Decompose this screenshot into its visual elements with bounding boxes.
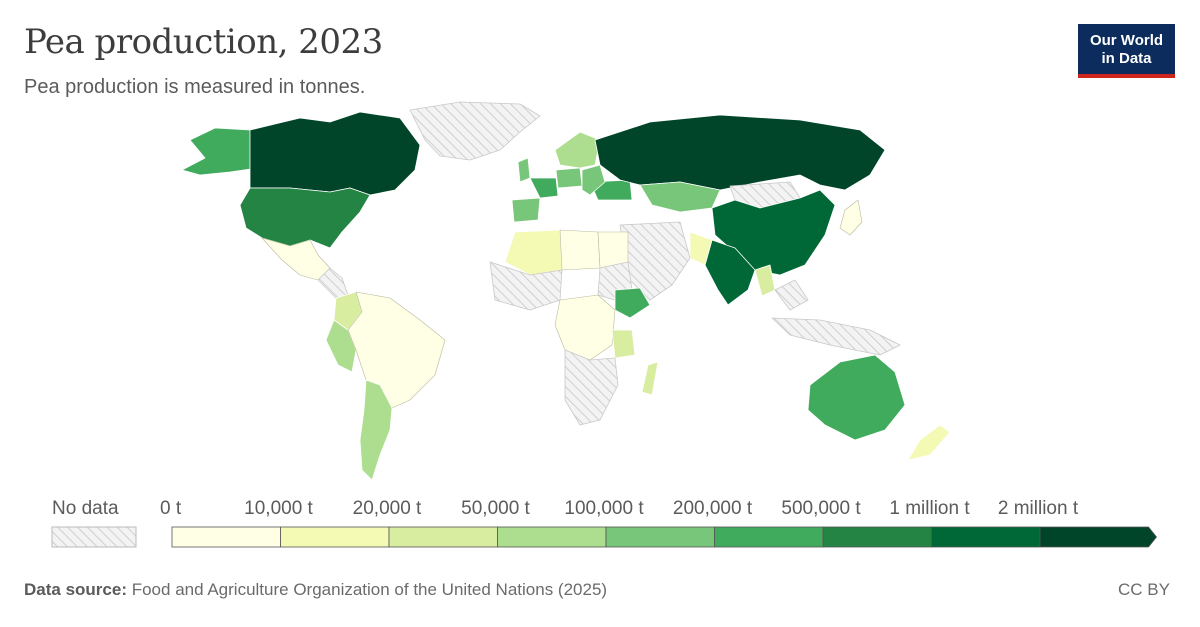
legend-bin-swatch[interactable] — [388, 526, 498, 548]
region-usa[interactable] — [239, 187, 371, 249]
logo-line-1: Our World — [1089, 32, 1164, 49]
region-algeria[interactable] — [504, 229, 563, 276]
legend-bins: 0 t 10,000 t 20,000 t 50,000 t 100,000 t 200,… — [160, 498, 1158, 548]
region-canada[interactable] — [249, 111, 421, 196]
logo-line-2: in Data — [1101, 50, 1152, 67]
region-libya[interactable] — [559, 229, 601, 271]
legend-no-data-swatch[interactable] — [51, 526, 137, 548]
legend-bin-swatch[interactable] — [497, 526, 607, 548]
legend-bin-label: 50,000 t — [461, 498, 530, 519]
legend-bin-swatch[interactable] — [822, 526, 932, 548]
region-central-africa[interactable] — [554, 294, 616, 361]
region-pakistan[interactable] — [689, 231, 713, 266]
license[interactable]: CC BY — [1118, 580, 1170, 599]
chart-title: Pea production, 2023 — [24, 22, 383, 62]
legend-bin-label: 2 million t — [998, 498, 1079, 519]
legend-bin-swatch[interactable] — [714, 526, 824, 548]
legend-bin-swatch[interactable] — [605, 526, 715, 548]
region-france[interactable] — [529, 177, 559, 199]
region-tanzania[interactable] — [611, 329, 636, 359]
legend-bin-label: 0 t — [160, 498, 182, 519]
region-southeast-asia[interactable] — [774, 279, 809, 311]
legend-bin-label: 200,000 t — [673, 498, 753, 519]
region-central-america[interactable] — [317, 267, 349, 299]
region-alaska[interactable] — [181, 127, 263, 176]
region-scandinavia[interactable] — [554, 131, 601, 169]
legend-bin-swatch[interactable] — [171, 526, 281, 548]
data-source: Data source: Food and Agriculture Organi… — [24, 580, 607, 600]
region-australia[interactable] — [807, 354, 906, 441]
legend-bin-label: 500,000 t — [781, 498, 861, 519]
legend-bin-label: 10,000 t — [244, 498, 313, 519]
legend-bin-label: 20,000 t — [353, 498, 422, 519]
region-uk[interactable] — [517, 157, 531, 183]
chart-subtitle: Pea production is measured in tonnes. — [24, 76, 366, 98]
legend-no-data-label: No data — [52, 498, 119, 519]
region-germany[interactable] — [555, 167, 583, 189]
region-india[interactable] — [704, 239, 756, 306]
world-map[interactable] — [0, 95, 1200, 485]
source-label: Data source: — [24, 580, 127, 599]
region-spain[interactable] — [511, 197, 541, 223]
region-argentina[interactable] — [359, 379, 393, 481]
region-ethiopia[interactable] — [614, 287, 651, 319]
legend-bin-label: 100,000 t — [564, 498, 644, 519]
legend-bin-swatch[interactable] — [1039, 526, 1158, 548]
legend-bin-label: 1 million t — [889, 498, 970, 519]
region-japan[interactable] — [839, 199, 863, 236]
legend-bin-swatch[interactable] — [280, 526, 390, 548]
region-southern-africa[interactable] — [564, 349, 619, 426]
region-russia[interactable] — [594, 114, 886, 191]
region-eastern-europe[interactable] — [581, 164, 606, 196]
region-indonesia[interactable] — [771, 317, 901, 356]
region-greenland[interactable] — [409, 101, 541, 161]
source-text[interactable]: Food and Agriculture Organization of the… — [131, 580, 608, 599]
legend-bin-swatch[interactable] — [931, 526, 1041, 548]
region-brazil[interactable] — [347, 291, 446, 409]
region-new-zealand[interactable] — [907, 424, 951, 461]
region-madagascar[interactable] — [641, 361, 659, 396]
color-legend[interactable]: No data 0 t 10,000 t 20,000 t 50,000 t 100,0… — [0, 490, 1200, 560]
owid-logo[interactable]: Our World in Data — [1078, 24, 1175, 78]
